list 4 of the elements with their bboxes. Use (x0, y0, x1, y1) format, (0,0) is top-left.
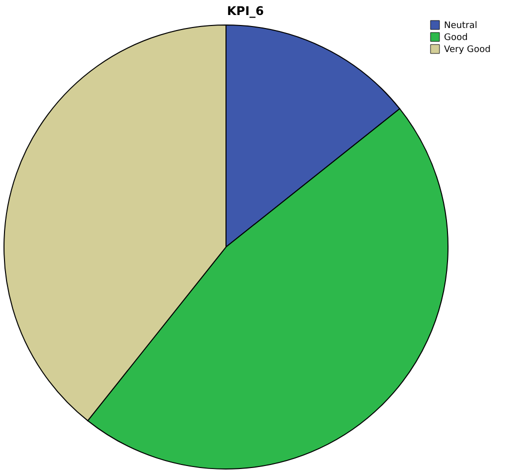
legend-label: Good (444, 33, 468, 43)
chart-title: KPI_6 (227, 4, 264, 18)
legend-label: Neutral (444, 21, 478, 31)
legend-label: Very Good (444, 45, 491, 55)
